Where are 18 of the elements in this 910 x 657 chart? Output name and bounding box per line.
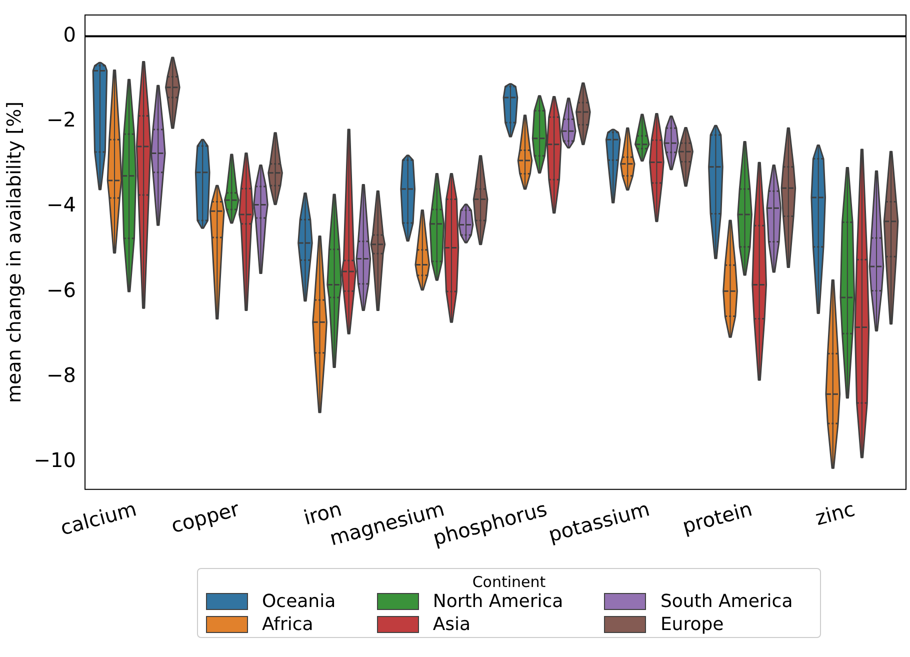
y-tick-label: −10 <box>34 448 76 472</box>
legend-label: Asia <box>432 614 471 635</box>
y-tick-label: −6 <box>46 278 76 302</box>
legend-label: Africa <box>262 614 314 635</box>
x-tick-label: zinc <box>812 496 858 530</box>
y-tick-label: 0 <box>63 22 76 46</box>
legend-label: Europe <box>660 614 724 635</box>
legend-title: Continent <box>471 573 547 591</box>
y-tick-label: −2 <box>46 108 76 132</box>
legend-label: North America <box>432 591 564 612</box>
legend-label: Oceania <box>262 591 336 612</box>
legend-label: South America <box>660 591 793 612</box>
x-tick-label: copper <box>168 496 242 538</box>
x-tick-label: protein <box>680 496 755 538</box>
y-tick-label: −8 <box>46 362 76 387</box>
y-axis-title: mean change in availability [%] <box>3 101 26 403</box>
x-tick-label: calcium <box>58 496 139 540</box>
y-tick-label: −4 <box>46 192 76 217</box>
